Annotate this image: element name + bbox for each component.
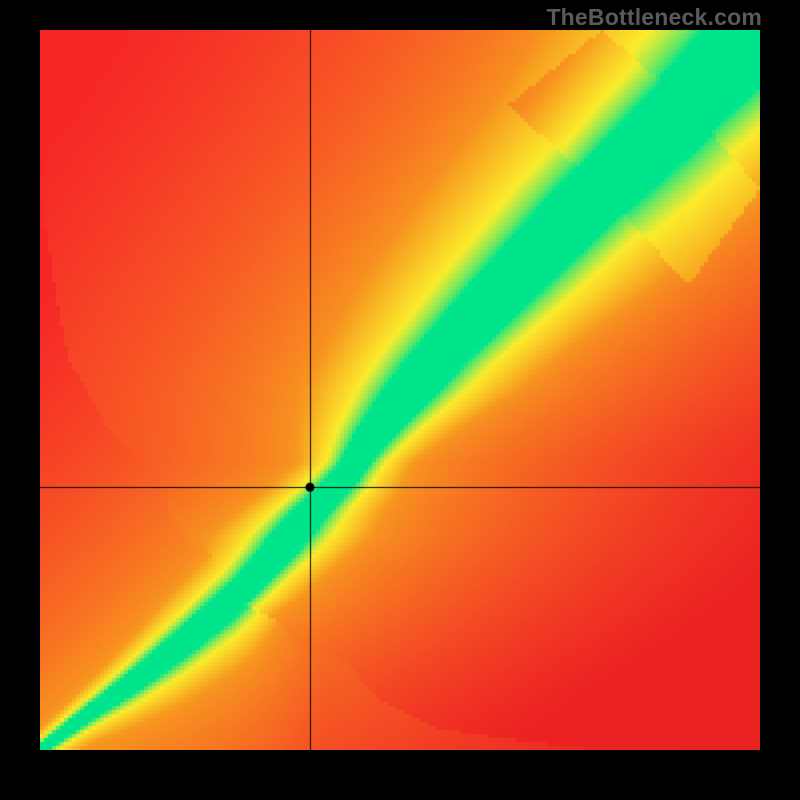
plot-area: [40, 30, 760, 750]
heatmap-canvas: [40, 30, 760, 750]
chart-frame: TheBottleneck.com: [0, 0, 800, 800]
watermark-text: TheBottleneck.com: [546, 4, 762, 31]
